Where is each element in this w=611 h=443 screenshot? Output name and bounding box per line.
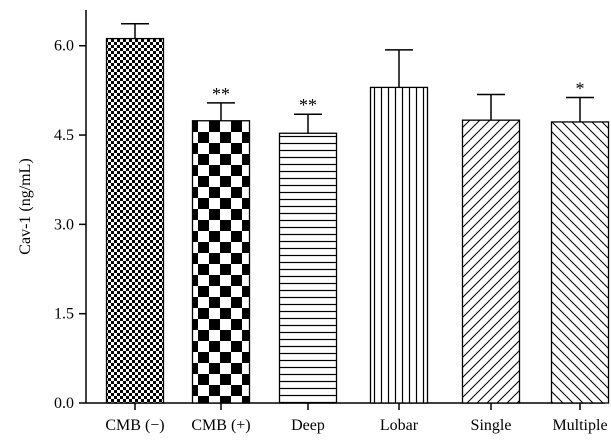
y-axis-label: Cav-1 (ng/mL) (17, 158, 34, 254)
significance-marker-2: ** (299, 95, 317, 115)
y-tick-label-2: 3.0 (54, 216, 74, 233)
bar-5 (550, 121, 610, 404)
significance-marker-1: ** (212, 84, 230, 104)
significance-marker-5: * (576, 79, 585, 99)
bar-0 (105, 37, 165, 404)
bars (105, 22, 610, 404)
x-tick-label-2: Deep (291, 417, 325, 434)
y-tick-label-1: 1.5 (54, 306, 74, 323)
y-tick-label-4: 6.0 (54, 38, 74, 55)
x-tick-label-3: Lobar (380, 417, 419, 434)
labels: CMB (−) ** CMB (+) ** Deep Lobar Single * Multip… (17, 38, 608, 434)
x-tick-label-5: Multiple (552, 417, 607, 434)
bar-1 (191, 120, 251, 404)
x-tick-label-1: CMB (+) (191, 417, 250, 434)
y-tick-label-0: 0.0 (54, 395, 74, 412)
x-tick-label-0: CMB (−) (105, 417, 164, 434)
bar-2 (278, 132, 338, 404)
bar-4 (461, 119, 521, 404)
bar-3 (369, 86, 429, 404)
x-tick-label-4: Single (471, 417, 512, 434)
y-tick-label-3: 4.5 (54, 127, 74, 144)
